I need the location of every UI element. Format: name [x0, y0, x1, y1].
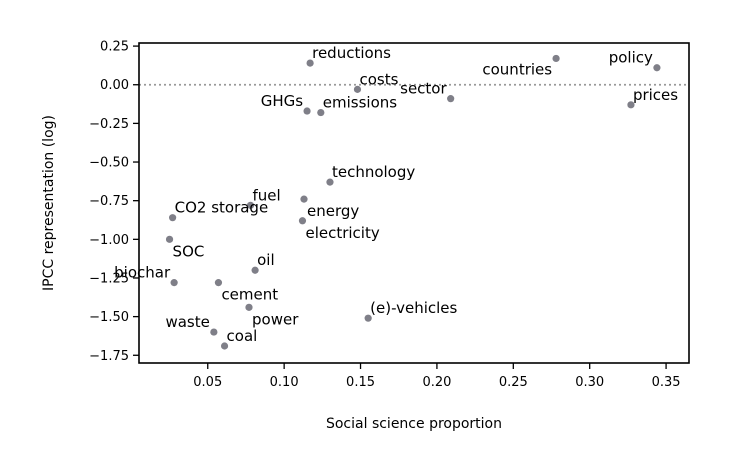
- x-tick-label: 0.30: [575, 375, 604, 390]
- point-emissions: [317, 108, 325, 117]
- point-waste: [210, 328, 218, 336]
- point-power: [245, 303, 253, 311]
- point-label-sector: sector: [400, 80, 447, 98]
- y-tick-label: 0.25: [100, 40, 129, 55]
- points-layer: [165, 54, 661, 350]
- x-tick-label: 0.25: [499, 375, 528, 390]
- point-label-reductions: reductions: [312, 44, 391, 62]
- y-tick-label: 0.00: [100, 78, 129, 93]
- y-tick-label: −0.25: [89, 117, 129, 132]
- y-tick-label: −0.50: [89, 156, 129, 171]
- y-tick-label: −1.75: [89, 349, 129, 364]
- point-label-e-vehicles: (e)-vehicles: [370, 299, 457, 317]
- y-axis-ticks: 0.25 0.00 −0.25 −0.50 −0.75 −1.00 −1.25 −1.50 −1…: [89, 40, 139, 364]
- x-tick-label: 0.15: [346, 375, 375, 390]
- point-oil: [251, 266, 259, 274]
- point-e-vehicles: [364, 314, 372, 322]
- y-tick-label: −1.50: [89, 310, 129, 325]
- point-reductions: [306, 59, 314, 67]
- point-label-biochar: biochar: [114, 264, 171, 282]
- plot-frame: [138, 42, 690, 364]
- point-label-oil: oil: [257, 251, 275, 269]
- point-label-waste: waste: [165, 313, 209, 331]
- y-tick-label: −1.25: [89, 271, 129, 286]
- point-label-countries: countries: [482, 60, 552, 78]
- point-countries: [552, 54, 560, 63]
- point-technology: [326, 178, 334, 186]
- point-label-electricity: electricity: [305, 224, 379, 242]
- point-policy: [653, 64, 661, 72]
- point-label-coal: coal: [227, 327, 258, 345]
- point-label-costs: costs: [359, 70, 398, 88]
- x-axis-label: Social science proportion: [326, 416, 502, 432]
- point-prices: [627, 101, 635, 109]
- x-axis-ticks: 0.05 0.10 0.15 0.20 0.25 0.30 0.35: [193, 363, 681, 390]
- y-tick-label: −1.00: [89, 233, 129, 248]
- y-axis-label: IPCC representation (log): [41, 115, 57, 291]
- y-tick-label: −0.75: [89, 194, 129, 209]
- x-tick-label: 0.35: [652, 375, 681, 390]
- x-tick-label: 0.20: [422, 375, 451, 390]
- point-ghgs: [303, 107, 311, 115]
- x-tick-label: 0.10: [270, 375, 299, 390]
- point-cement: [214, 279, 223, 287]
- point-label-soc: SOC: [173, 242, 205, 260]
- point-electricity: [298, 217, 307, 225]
- point-biochar: [170, 279, 178, 287]
- point-coal: [220, 342, 229, 350]
- point-label-fuel: fuel: [253, 186, 281, 204]
- point-label-power: power: [252, 310, 299, 328]
- point-label-technology: technology: [332, 163, 415, 181]
- point-soc: [165, 235, 174, 243]
- point-label-policy: policy: [609, 49, 653, 67]
- point-fuel: [246, 201, 255, 209]
- point-label-prices: prices: [633, 86, 678, 104]
- point-energy: [300, 195, 308, 203]
- point-label-energy: energy: [307, 202, 359, 220]
- point-costs: [353, 85, 362, 93]
- x-tick-label: 0.05: [193, 375, 222, 390]
- point-co2-storage: [169, 214, 177, 222]
- point-label-cement: cement: [221, 286, 278, 304]
- point-label-ghgs: GHGs: [261, 92, 304, 110]
- point-sector: [447, 95, 455, 103]
- point-label-co2-storage: CO2 storage: [175, 199, 269, 217]
- point-label-emissions: emissions: [323, 94, 397, 112]
